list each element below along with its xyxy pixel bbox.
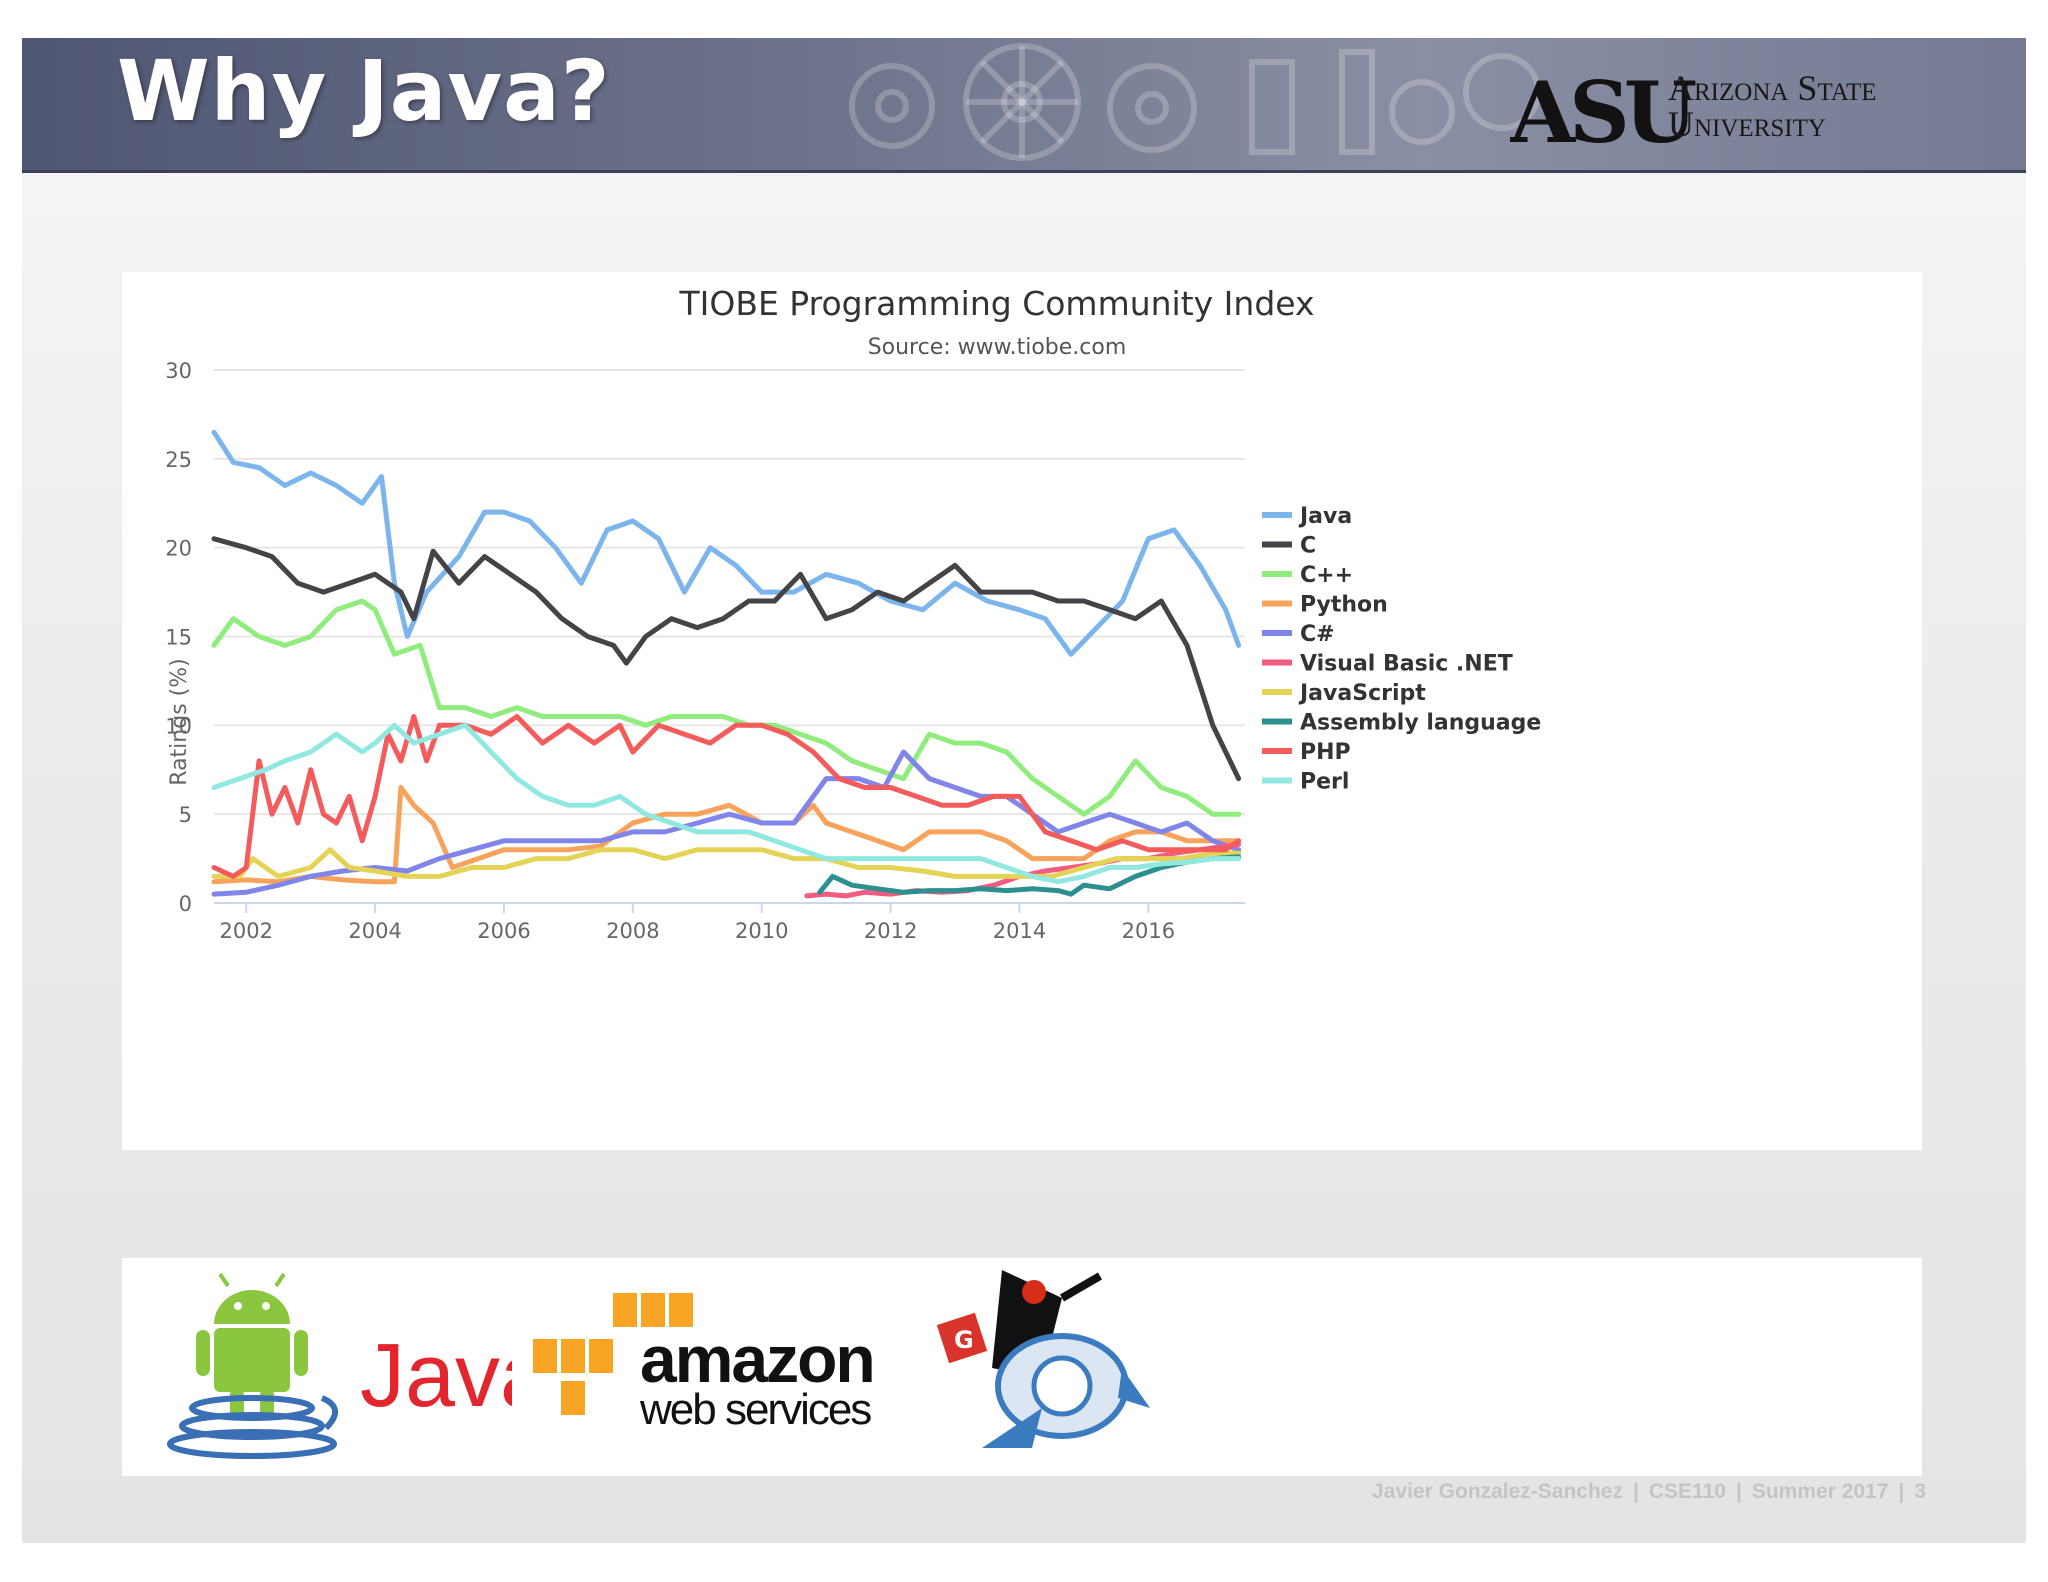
legend-label: JavaScript [1298, 681, 1426, 706]
legend-item-visual-basic-net[interactable]: Visual Basic .NET [1262, 652, 1513, 677]
web-services-wordmark: web services [639, 1385, 871, 1434]
legend-label: C [1300, 534, 1316, 559]
app-engine-jet-icon [982, 1333, 1150, 1448]
tiobe-chart: TIOBE Programming Community Index Source… [165, 284, 1541, 943]
legend-label: C# [1300, 622, 1335, 647]
legend-item-javascript[interactable]: JavaScript [1262, 681, 1426, 706]
slide-title: Why Java? [117, 42, 611, 140]
legend-label: Assembly language [1300, 711, 1541, 736]
x-tick-label: 2002 [219, 919, 272, 943]
y-tick-label: 30 [165, 359, 192, 383]
footer-page-number: 3 [1914, 1480, 1926, 1503]
legend-label: C++ [1300, 563, 1353, 588]
legend-item-c[interactable]: C [1262, 534, 1316, 559]
university-name-line2: University [1668, 104, 1826, 144]
google-cube-icon: G [936, 1312, 988, 1364]
aws-cubes-icon [532, 1291, 695, 1417]
legend-item-c[interactable]: C++ [1262, 563, 1353, 588]
amazon-wordmark: amazon [640, 1322, 874, 1396]
footer-term: Summer 2017 [1751, 1480, 1889, 1503]
chart-subtitle: Source: www.tiobe.com [868, 335, 1127, 360]
x-tick-label: 2006 [477, 919, 530, 943]
asu-logo: ASU Arizona State University [1510, 66, 1877, 156]
java-cup-icon [167, 1395, 338, 1459]
google-app-engine-duke-logo: G [936, 1270, 1150, 1448]
series-line-perl [211, 722, 1242, 885]
series-line-java [211, 429, 1242, 657]
legend-label: Python [1300, 593, 1388, 618]
amazon-web-services-logo: amazon web services [532, 1291, 876, 1434]
y-tick-label: 5 [179, 803, 192, 827]
java-wordmark: Java [360, 1326, 512, 1426]
x-tick-label: 2010 [735, 919, 788, 943]
android-java-logo: Java [167, 1272, 512, 1459]
legend-label: Perl [1300, 770, 1349, 795]
chart-panel: TIOBE Programming Community Index Source… [122, 272, 1922, 1150]
y-tick-label: 10 [165, 714, 192, 738]
footer-author: Javier Gonzalez-Sanchez [1372, 1480, 1623, 1503]
legend-item-assembly-language[interactable]: Assembly language [1262, 711, 1541, 736]
google-badge-letter: G [954, 1326, 974, 1354]
series-line-c [211, 598, 1242, 817]
legend-item-perl[interactable]: Perl [1262, 770, 1349, 795]
y-tick-label: 20 [165, 537, 192, 561]
x-tick-label: 2012 [864, 919, 917, 943]
y-tick-label: 0 [179, 892, 192, 916]
y-tick-label: 15 [165, 626, 192, 650]
series-line-assembly-language [817, 854, 1242, 897]
y-axis-label: Ratings (%) [167, 658, 192, 785]
x-tick-label: 2008 [606, 919, 659, 943]
series-line-python [211, 785, 1242, 885]
gears-decoration-icon [849, 43, 1541, 161]
logo-panel: Java amazon web services [122, 1258, 1922, 1476]
footer: Javier Gonzalez-Sanchez | CSE110 | Summer 20… [1372, 1480, 1926, 1503]
series-line-c [211, 536, 1242, 782]
university-name-line1: Arizona State [1668, 68, 1877, 108]
y-tick-label: 25 [165, 448, 192, 472]
legend-item-c[interactable]: C# [1262, 622, 1335, 647]
legend-label: Visual Basic .NET [1300, 652, 1513, 677]
legend-label: Java [1298, 504, 1352, 529]
series-line-c [211, 749, 1242, 897]
slide: Why Java? ASU Arizona State University T… [22, 38, 2026, 1543]
chart-title: TIOBE Programming Community Index [678, 284, 1314, 323]
legend-item-python[interactable]: Python [1262, 593, 1388, 618]
x-tick-label: 2016 [1122, 919, 1175, 943]
legend-item-php[interactable]: PHP [1262, 740, 1351, 765]
android-robot-icon [196, 1272, 308, 1418]
series-line-php [211, 714, 1242, 879]
asu-mark: ASU [1510, 66, 1696, 156]
series-line-javascript [211, 847, 1242, 879]
slide-header: Why Java? ASU Arizona State University [22, 38, 2026, 173]
legend-item-java[interactable]: Java [1262, 504, 1352, 529]
legend-label: PHP [1300, 740, 1351, 765]
x-tick-label: 2014 [993, 919, 1046, 943]
x-tick-label: 2004 [348, 919, 401, 943]
footer-course: CSE110 [1648, 1480, 1726, 1503]
